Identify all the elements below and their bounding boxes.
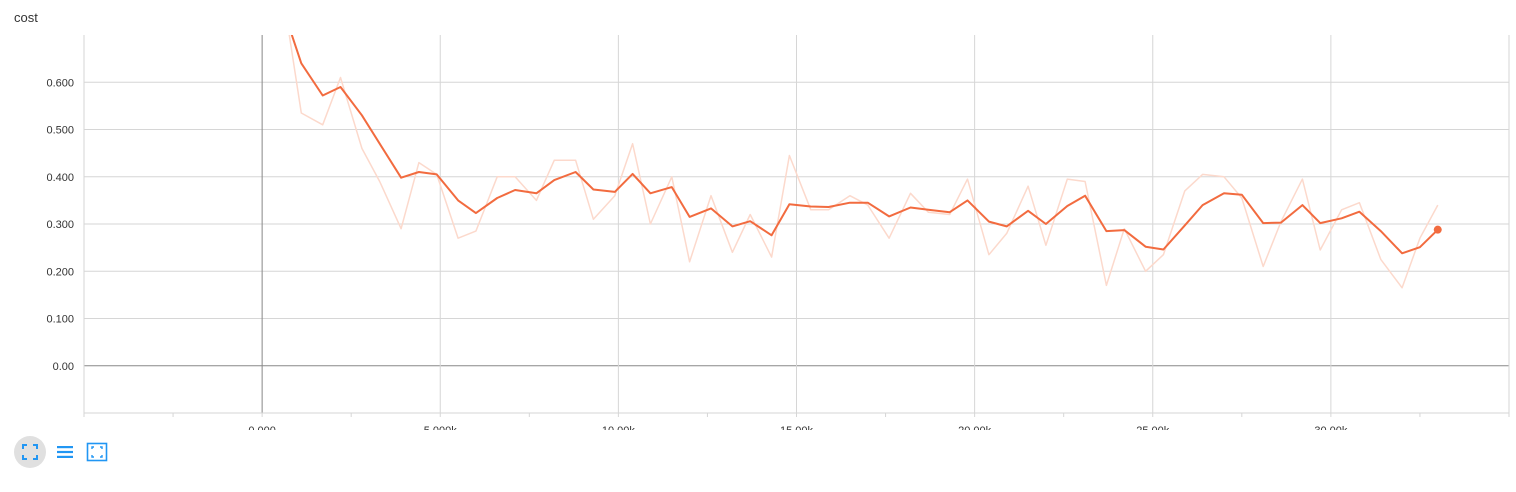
x-tick-label: 0.000 bbox=[248, 425, 276, 430]
x-tick-label: 20.00k bbox=[958, 425, 992, 430]
tick-label-layer: 0.00 0.100 0.200 0.300 0.400 0.500 0.600 0.000 5… bbox=[46, 77, 1347, 430]
x-tick-label: 15.00k bbox=[780, 425, 814, 430]
y-tick-label: 0.00 bbox=[53, 361, 74, 373]
y-tick-label: 0.300 bbox=[46, 219, 74, 231]
fit-domain-button[interactable] bbox=[14, 436, 46, 468]
smoothed-series-line bbox=[290, 35, 1439, 255]
y-tick-label: 0.100 bbox=[46, 314, 74, 326]
y-tick-label: 0.600 bbox=[46, 77, 74, 89]
list-icon bbox=[57, 446, 73, 458]
y-tick-label: 0.500 bbox=[46, 125, 74, 137]
select-region-button[interactable] bbox=[84, 436, 110, 468]
series-layer bbox=[288, 35, 1439, 289]
raw-series-line bbox=[288, 35, 1439, 289]
chart-toolbar bbox=[14, 436, 110, 468]
select-region-icon bbox=[86, 442, 108, 462]
x-tick-label: 10.00k bbox=[602, 425, 636, 430]
axis-layer bbox=[83, 35, 1510, 417]
grid-layer bbox=[84, 35, 1509, 413]
x-tick-label: 5.000k bbox=[424, 425, 458, 430]
x-tick-label: 25.00k bbox=[1136, 425, 1170, 430]
chart-title: cost bbox=[14, 10, 38, 25]
toggle-log-scale-button[interactable] bbox=[52, 436, 78, 468]
y-tick-label: 0.200 bbox=[46, 266, 74, 278]
line-chart[interactable]: 0.00 0.100 0.200 0.300 0.400 0.500 0.600 0.000 5… bbox=[0, 0, 1516, 430]
fit-domain-icon bbox=[22, 444, 38, 460]
last-point-marker bbox=[1433, 225, 1442, 234]
x-tick-label: 30.00k bbox=[1314, 425, 1348, 430]
y-tick-label: 0.400 bbox=[46, 172, 74, 184]
